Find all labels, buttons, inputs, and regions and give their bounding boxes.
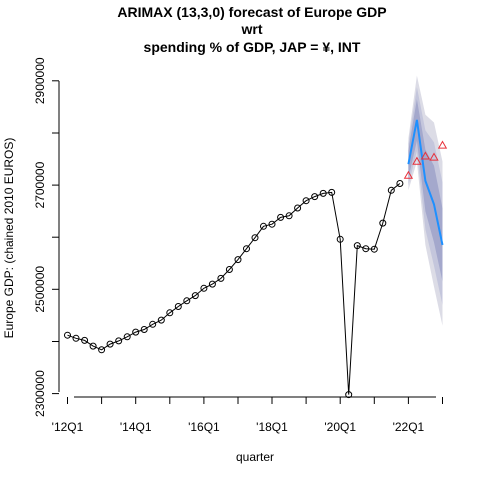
observed-point: [217, 274, 225, 282]
actual-point: [420, 151, 431, 160]
x-tick-label: '14Q1: [120, 420, 152, 434]
series-lines: [67, 119, 444, 395]
observed-point: [277, 213, 285, 221]
observed-point: [174, 303, 182, 310]
observed-point: [123, 333, 131, 341]
observed-point: [370, 245, 378, 253]
observed-point: [362, 245, 370, 253]
observed-point: [353, 242, 361, 250]
observed-point: [183, 297, 191, 305]
y-axis: 2300000 2500000 2700000 2900000: [33, 57, 60, 417]
observed-point: [166, 309, 174, 317]
observed-point: [72, 334, 80, 342]
observed-point: [243, 245, 250, 253]
observed-line: [67, 183, 401, 395]
observed-point: [149, 320, 157, 328]
chart-title-line-1: ARIMAX (13,3,0) forecast of Europe GDP: [117, 4, 386, 20]
observed-point: [225, 266, 233, 273]
observed-point: [396, 180, 404, 187]
actual-point: [429, 152, 439, 161]
observed-point: [157, 316, 165, 324]
actual-point: [437, 140, 448, 149]
observed-point: [302, 197, 310, 205]
observed-point: [379, 219, 387, 227]
observed-point: [294, 204, 302, 212]
observed-point: [81, 336, 89, 344]
actual-point: [412, 156, 422, 165]
y-tick-label: 2500000: [33, 266, 47, 313]
x-tick-label: '20Q1: [324, 420, 356, 434]
observed-point: [98, 346, 106, 354]
x-tick-label: '16Q1: [188, 420, 220, 434]
x-tick-label: '22Q1: [393, 420, 425, 434]
observed-point: [319, 189, 327, 197]
observed-point: [132, 328, 140, 336]
y-tick-label: 2300000: [33, 370, 47, 417]
forecast-line: [407, 119, 444, 246]
x-tick-label: '12Q1: [52, 420, 84, 434]
observed-point: [268, 220, 276, 228]
interval-band-inner: [408, 99, 443, 282]
x-axis: '12Q1 '14Q1 '16Q1 '18Q1 '20Q1 '22Q1: [52, 396, 443, 434]
observed-point: [64, 331, 71, 339]
forecast-interval-bands: [408, 75, 443, 326]
chart-title-line-3: spending % of GDP, JAP = ¥, INT: [144, 39, 361, 55]
observed-point: [89, 342, 97, 350]
observed-point: [234, 256, 242, 264]
observed-point: [328, 188, 336, 196]
y-tick-label: 2900000: [33, 57, 47, 104]
series-markers: [64, 140, 448, 399]
actual-point: [403, 170, 414, 179]
observed-point: [208, 280, 216, 288]
observed-point: [115, 337, 123, 345]
observed-point: [200, 284, 208, 292]
observed-point: [140, 326, 148, 333]
observed-point: [336, 235, 344, 243]
observed-point: [345, 391, 353, 399]
y-axis-label: Europe GDP: (chained 2010 EUROS): [2, 138, 16, 339]
observed-point: [260, 222, 267, 230]
observed-point: [191, 292, 199, 300]
observed-point: [387, 186, 395, 194]
chart-title-line-2: wrt: [241, 21, 263, 37]
observed-point: [285, 212, 293, 220]
x-tick-label: '18Q1: [256, 420, 288, 434]
observed-point: [251, 234, 259, 242]
x-axis-label: quarter: [236, 450, 274, 464]
y-tick-label: 2700000: [33, 161, 47, 208]
observed-point: [106, 340, 114, 348]
observed-point: [311, 193, 319, 201]
